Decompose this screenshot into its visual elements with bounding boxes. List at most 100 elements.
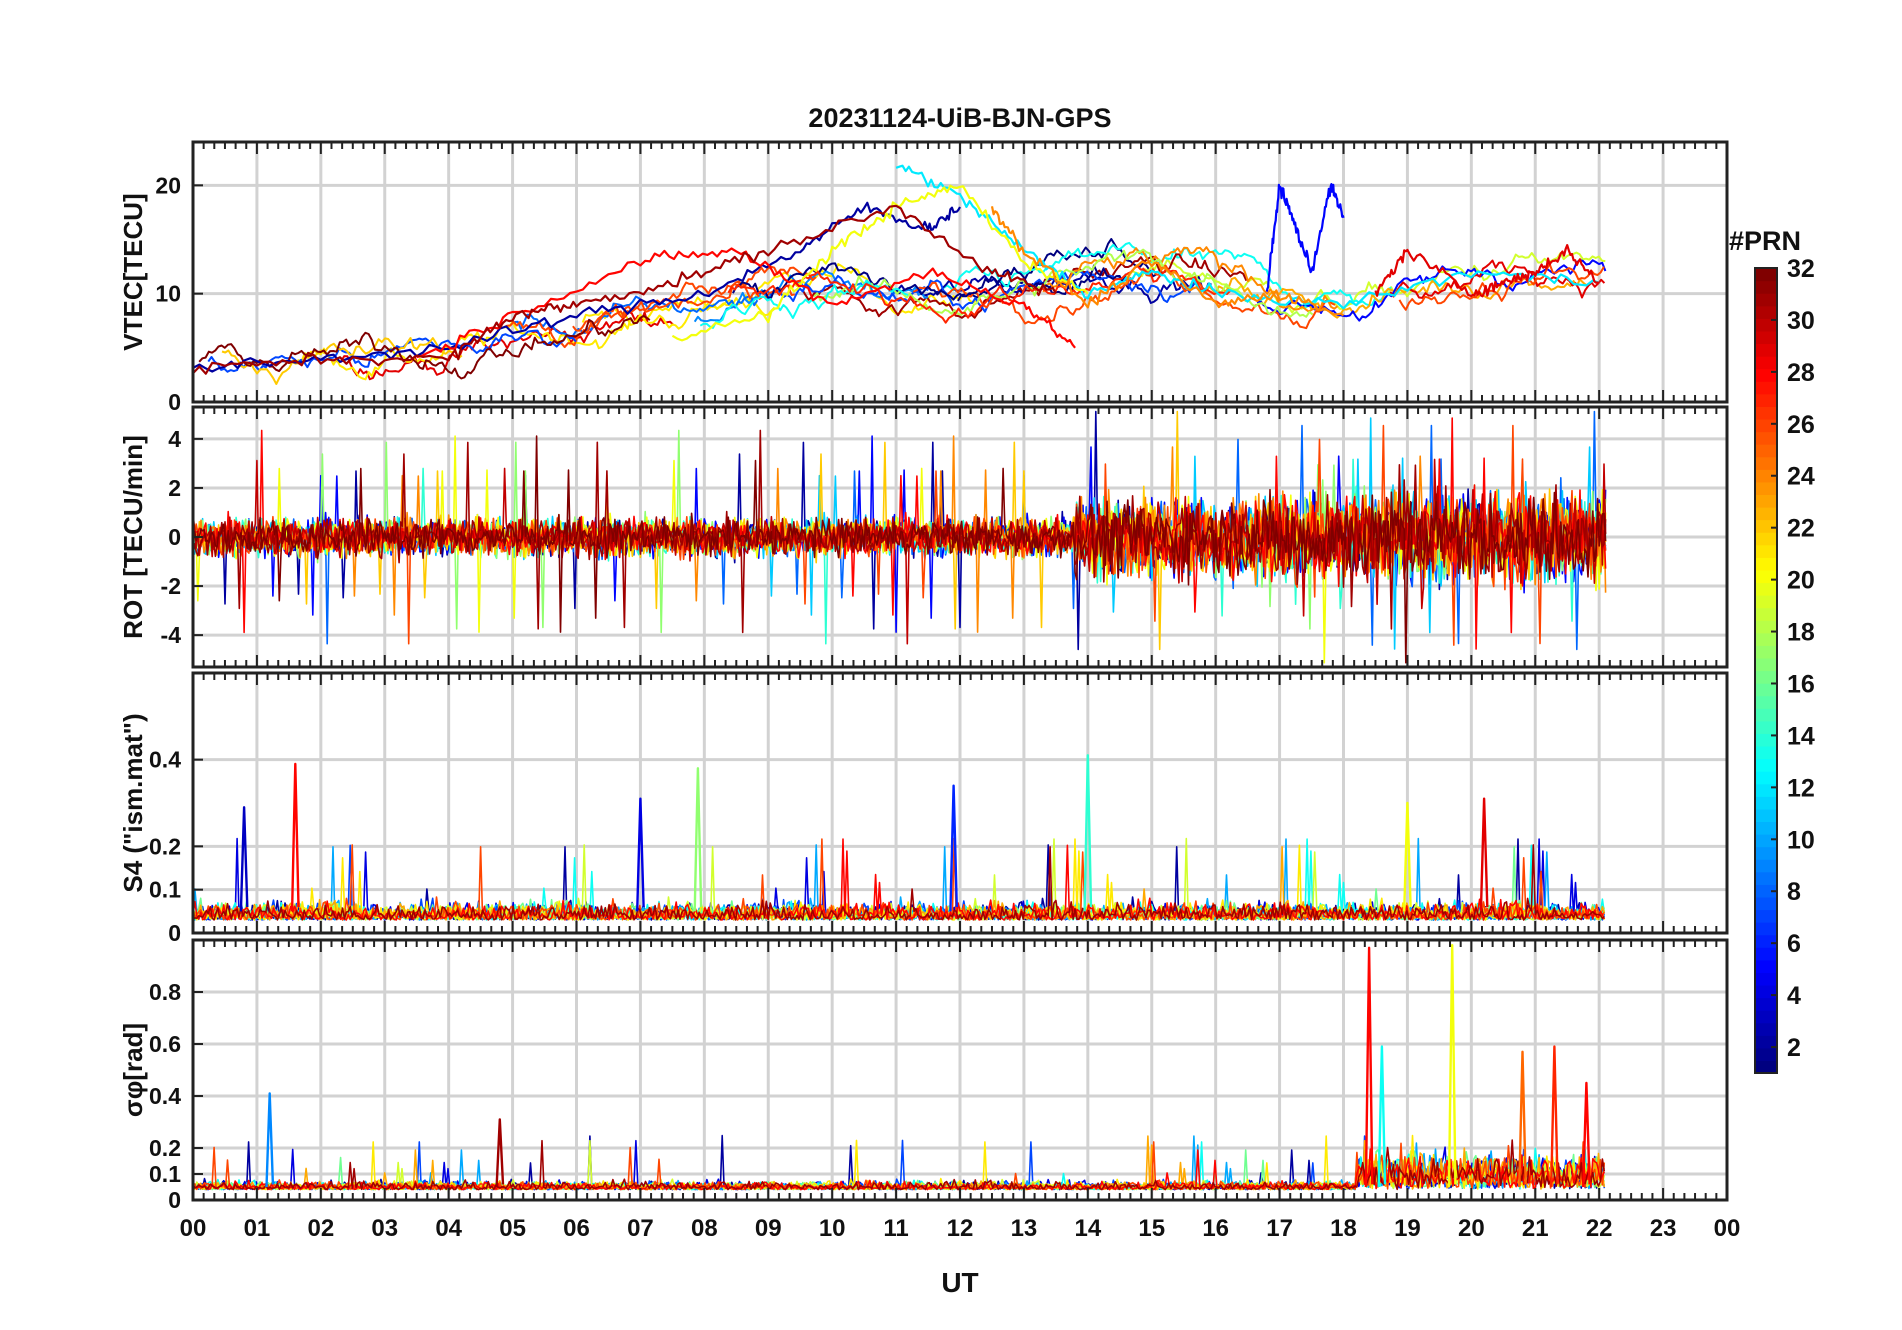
colorbar-tick-label: 24 [1787, 463, 1815, 491]
x-tick-label: 09 [755, 1215, 782, 1242]
series-line-prn-24 [990, 206, 1344, 317]
colorbar-swatch [1755, 695, 1777, 709]
y-tick-label: 0.4 [149, 1083, 181, 1109]
colorbar-tick-label: 8 [1787, 878, 1801, 906]
colorbar-swatch [1755, 947, 1777, 961]
colorbar-tick-label: 2 [1787, 1034, 1801, 1062]
series-line-prn-20 [1447, 944, 1457, 1188]
colorbar-swatch [1755, 896, 1777, 911]
series-line-prn-2 [193, 201, 961, 373]
x-tick-label: 04 [435, 1215, 462, 1242]
colorbar-swatch [1755, 582, 1777, 596]
colorbar-swatch [1755, 733, 1777, 747]
y-tick-label: 0.6 [149, 1031, 181, 1057]
x-tick-label: 15 [1138, 1215, 1165, 1242]
y-tick-label: -2 [161, 573, 181, 599]
colorbar-tick-label: 6 [1787, 930, 1801, 958]
colorbar-swatch [1755, 1047, 1777, 1062]
colorbar-tick-label: 4 [1787, 982, 1801, 1010]
colorbar-tick-label: 18 [1787, 619, 1815, 647]
colorbar-swatch [1755, 469, 1777, 483]
y-tick-label: 0 [168, 524, 181, 550]
series-line-prn-24 [1042, 246, 1339, 313]
series-group [193, 410, 1607, 664]
colorbar-swatch [1755, 1035, 1777, 1049]
x-axis-tick-labels: 00 01 02 03 04 05 06 07 08 09 10 11 12 13 14 15 16 17 18 19… [180, 1215, 1741, 1242]
colorbar-swatch [1755, 846, 1777, 860]
series-line-prn-1 [732, 262, 1127, 301]
colorbar-swatch [1755, 418, 1777, 433]
colorbar-swatch [1755, 984, 1777, 999]
colorbar-title: #PRN [1729, 226, 1801, 256]
series-line-prn-26 [503, 281, 795, 349]
series-line-prn-1 [957, 238, 1157, 302]
y-tick-label: 0.4 [149, 747, 181, 773]
colorbar-swatch [1755, 431, 1777, 445]
series-line-prn-14 [1083, 754, 1093, 912]
colorbar-swatch [1755, 1060, 1777, 1074]
colorbar-swatch [1755, 871, 1777, 885]
series-line-prn-13 [1377, 1045, 1387, 1188]
y-tick-label: 20 [155, 172, 181, 198]
x-tick-label: 19 [1394, 1215, 1421, 1242]
colorbar-swatch [1755, 745, 1777, 760]
series-line-prn-28 [1582, 1081, 1591, 1188]
colorbar-swatch [1755, 821, 1777, 835]
colorbar-swatch [1755, 456, 1777, 470]
x-tick-label: 05 [499, 1215, 526, 1242]
colorbar-tick-label: 10 [1787, 826, 1815, 854]
x-tick-label: 16 [1202, 1215, 1229, 1242]
colorbar-swatch [1755, 808, 1777, 823]
colorbar-tick-label: 32 [1787, 255, 1815, 283]
x-tick-label: 21 [1522, 1215, 1549, 1242]
figure-title: 20231124-UiB-BJN-GPS [808, 103, 1111, 133]
y-tick-label: 0.8 [149, 979, 181, 1005]
colorbar-tick-label: 30 [1787, 307, 1815, 335]
panel-s4: 0 0.1 0.2 0.4S4 ("ism.mat") [118, 671, 1729, 946]
colorbar-swatch [1755, 330, 1777, 345]
colorbar-swatch [1755, 632, 1777, 646]
y-tick-label: 0 [168, 389, 181, 415]
colorbar-tick-label: 22 [1787, 515, 1815, 543]
y-tick-label: 4 [168, 426, 181, 452]
x-axis-label: UT [941, 1267, 978, 1298]
colorbar-swatch [1755, 796, 1777, 810]
series-group [193, 754, 1606, 921]
colorbar-swatch [1755, 293, 1777, 307]
colorbar-swatch [1755, 909, 1777, 923]
colorbar-tick-label: 28 [1787, 359, 1815, 387]
colorbar-swatch [1755, 444, 1777, 458]
colorbar-swatch [1755, 859, 1777, 873]
colorbar-swatch [1755, 934, 1777, 948]
colorbar-swatch [1755, 657, 1777, 672]
series-line-prn-32 [193, 435, 1607, 664]
series-line-prn-6 [949, 784, 958, 912]
colorbar-tick-label: 14 [1787, 722, 1815, 750]
colorbar-tick-label: 12 [1787, 774, 1815, 802]
y-tick-label: 0 [168, 920, 181, 946]
colorbar-tick-label: 20 [1787, 567, 1815, 595]
series-line-prn-31 [193, 204, 1057, 375]
colorbar-swatch [1755, 519, 1777, 533]
colorbar-swatch [1755, 720, 1777, 734]
series-line-prn-21 [291, 297, 776, 381]
panel-sigma_phi: 00.10.2 0.4 0.6 0.8σφ[rad] [118, 938, 1729, 1213]
colorbar-swatch [1755, 683, 1777, 697]
colorbar-swatch [1755, 1010, 1777, 1024]
series-line-prn-26 [572, 265, 817, 332]
y-tick-label: 0.1 [149, 1161, 181, 1187]
series-line-prn-27 [1550, 1045, 1559, 1188]
x-tick-label: 14 [1074, 1215, 1101, 1242]
colorbar-swatch [1755, 393, 1777, 407]
colorbar-swatch [1755, 532, 1777, 546]
series-line-prn-4 [636, 797, 645, 912]
colorbar-swatch [1755, 569, 1777, 584]
colorbar-swatch [1755, 708, 1777, 722]
colorbar-swatch [1755, 356, 1777, 370]
panel-rot: -4 -2 0 2 4 ROT [TECU/min] [118, 405, 1729, 669]
series-line-prn-8 [514, 295, 759, 339]
x-tick-label: 02 [307, 1215, 334, 1242]
x-tick-label: 03 [371, 1215, 398, 1242]
x-tick-label: 13 [1011, 1215, 1038, 1242]
